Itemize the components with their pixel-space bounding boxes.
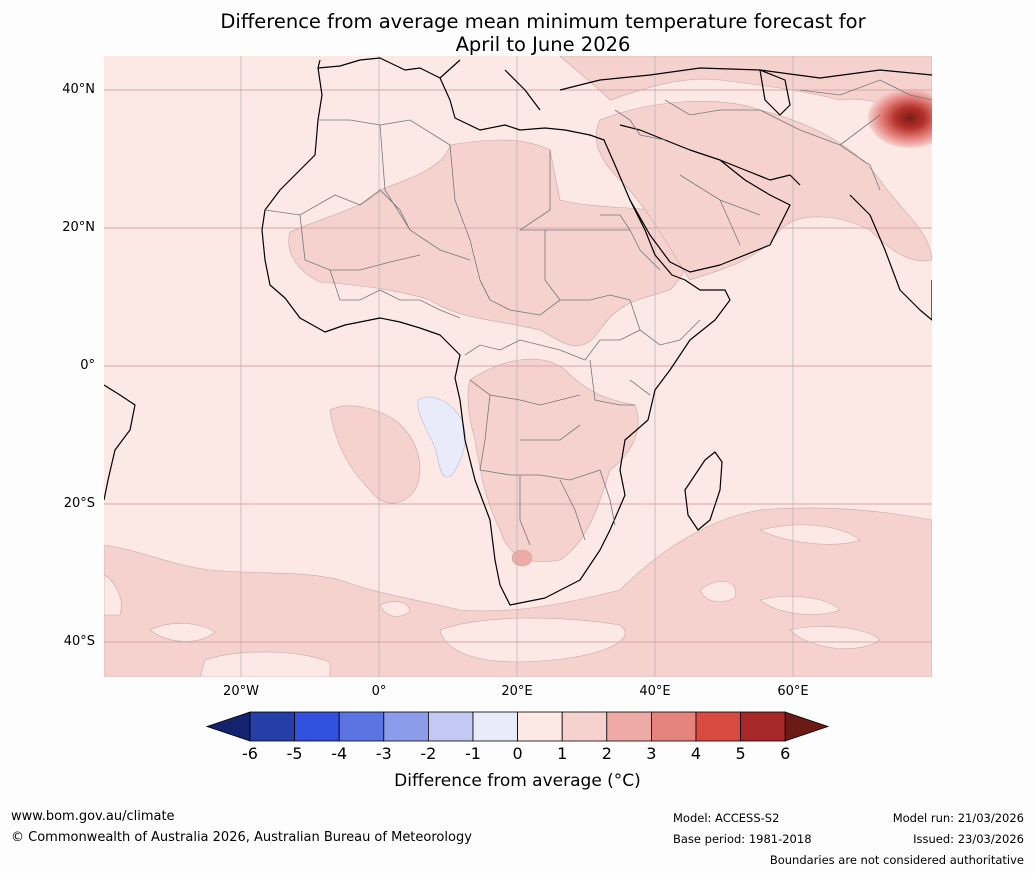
anomaly-region-southern-africa	[467, 358, 639, 562]
model-run-text: Model run: 21/03/2026	[892, 811, 1024, 825]
colorbar-tick-label: 6	[780, 744, 791, 763]
colorbar-segment--2-to--1	[427, 711, 474, 742]
colorbar	[205, 711, 830, 742]
anomaly-hotspot-himalaya	[868, 88, 932, 148]
colorbar-tick-label: 0	[512, 744, 523, 763]
colorbar-segment--5-to--4	[294, 711, 340, 742]
lat-label-20s: 20°S	[63, 496, 95, 511]
colorbar-tick-label: -2	[420, 744, 437, 763]
lat-label-40n: 40°N	[62, 82, 95, 97]
anomaly-2-3-pocket	[511, 549, 533, 567]
chart-title: Difference from average mean minimum tem…	[104, 10, 982, 56]
title-line-2: April to June 2026	[455, 33, 631, 56]
anomaly-hole-2	[199, 651, 331, 677]
colorbar-segment-3-to-4	[651, 711, 697, 742]
colorbar-tick-label: -3	[375, 744, 392, 763]
country-borders	[264, 79, 932, 546]
colorbar-tick-label: 1	[557, 744, 568, 763]
meridians	[240, 56, 794, 677]
mediterranean-north-coastline	[317, 59, 932, 111]
arabia-coastline	[619, 124, 791, 273]
colorbar-tick-label: -4	[331, 744, 348, 763]
anomaly-hole-1	[149, 623, 216, 642]
colorbar-tick-label: 5	[735, 744, 746, 763]
persian-gulf-coastline	[719, 159, 801, 186]
lon-label-0: 0°	[371, 684, 387, 699]
colorbar-segment--4-to--3	[338, 711, 385, 742]
coastlines	[104, 57, 932, 606]
border-southern-africa	[479, 469, 616, 546]
colorbar-segment-1-to-2	[561, 711, 608, 742]
website-link[interactable]: www.bom.gov.au/climate	[11, 809, 175, 824]
anomaly-hole-8	[104, 574, 122, 616]
base-period-text: Base period: 1981-2018	[673, 832, 812, 846]
anomaly-hole-3	[379, 601, 411, 617]
graticule	[104, 89, 932, 643]
border-east-africa	[589, 319, 701, 406]
colorbar-tick-label: 2	[601, 744, 612, 763]
border-west-africa	[329, 269, 461, 319]
colorbar-tick-label: -6	[242, 744, 258, 763]
anomaly-region-north-africa	[288, 139, 692, 347]
border-arabia	[679, 174, 761, 246]
lon-label-60e: 60°E	[777, 684, 809, 699]
colorbar-title: Difference from average (°C)	[394, 771, 641, 791]
title-line-1: Difference from average mean minimum tem…	[220, 10, 866, 33]
india-coastline	[849, 194, 932, 321]
colorbar-segment--1-to-0	[472, 711, 518, 742]
lon-label-40e: 40°E	[639, 684, 671, 699]
anomaly-hole-6	[759, 596, 841, 615]
colorbar-tick-label: 4	[690, 744, 702, 763]
lat-label-0: 0°	[80, 358, 95, 373]
anomaly-region-southern-ocean	[104, 507, 932, 677]
model-text: Model: ACCESS-S2	[673, 811, 780, 825]
anomaly-hole-4	[439, 617, 626, 663]
anomaly-hole-7	[789, 626, 881, 649]
colorbar-segment--3-to--2	[383, 711, 429, 742]
lon-label-20w: 20°W	[223, 684, 259, 699]
border-central-asia	[799, 79, 932, 146]
issued-text: Issued: 23/03/2026	[913, 832, 1024, 846]
africa-coastline	[261, 57, 731, 606]
colorbar-segment-2-to-3	[606, 711, 652, 742]
colorbar-segment-5-to-6	[740, 711, 786, 742]
border-central-africa	[464, 279, 641, 361]
disclaimer-text: Boundaries are not considered authoritat…	[769, 853, 1024, 867]
copyright-text: © Commonwealth of Australia 2026, Austra…	[11, 830, 472, 845]
border-middle-east	[614, 99, 881, 191]
anomaly-0-1-holes	[104, 524, 881, 677]
anomaly-hole-9	[759, 524, 861, 545]
border-sahel	[264, 189, 421, 271]
colorbar-tick-label: -5	[286, 744, 303, 763]
south-america-coastline	[104, 384, 136, 501]
lat-label-40s: 40°S	[63, 634, 95, 649]
colorbar-tick-label: 3	[646, 744, 657, 763]
anomaly-region-south-atlantic	[329, 405, 421, 504]
madagascar-coastline	[684, 451, 723, 531]
anomaly-hole-5	[699, 580, 737, 603]
lat-label-20n: 20°N	[62, 220, 95, 235]
colorbar-segment-4-to-5	[695, 711, 741, 742]
lon-label-20e: 20°E	[501, 684, 533, 699]
colorbar-tick-label: -1	[465, 744, 481, 763]
colorbar-extend-low	[205, 711, 251, 742]
caspian-coastline	[759, 69, 791, 116]
colorbar-segment-0-to-1	[517, 711, 563, 742]
anomaly-negative-region	[417, 396, 466, 478]
colorbar-segment--6-to--5	[249, 711, 295, 742]
border-congo-angola	[469, 379, 581, 471]
border-egypt-sudan	[545, 214, 661, 271]
colorbar-extend-high	[784, 711, 830, 742]
